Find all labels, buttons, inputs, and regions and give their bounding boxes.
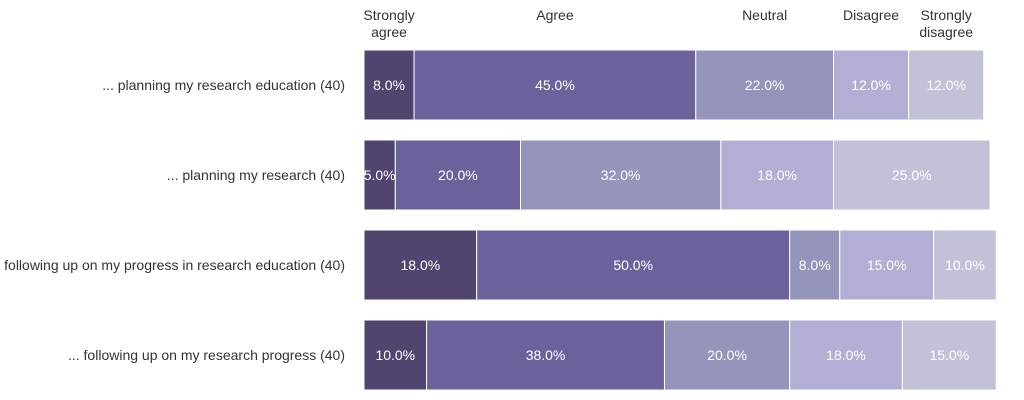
category-label: following up on my progress in research … <box>4 257 345 273</box>
data-label: 15.0% <box>867 257 907 273</box>
data-label: 15.0% <box>929 347 969 363</box>
bars: 8.0% 45.0% 22.0% 12.0% 12.0% 5.0% 20.0% 32.0% 18… <box>363 49 997 391</box>
legend: Strongly agree Agree Neutral Disagree Strongl… <box>363 7 973 40</box>
bar-segment-agree <box>476 229 791 301</box>
bar-segment-neutral <box>663 319 791 391</box>
bar-segment-agree <box>413 49 697 121</box>
bar-segment-agree <box>426 319 665 391</box>
data-label: 20.0% <box>438 167 478 183</box>
bar-segment-strongly-disagree <box>933 229 997 301</box>
data-label: 10.0% <box>375 347 415 363</box>
legend-item-strongly-disagree: Strongly disagree <box>919 7 973 40</box>
legend-item-disagree: Disagree <box>843 7 899 23</box>
bar-segment-disagree <box>789 319 903 391</box>
bar-segment-strongly-agree <box>363 139 396 211</box>
data-label: 25.0% <box>892 167 932 183</box>
data-label: 32.0% <box>601 167 641 183</box>
bar-segment-strongly-agree <box>363 49 415 121</box>
bar-segment-strongly-disagree <box>908 49 985 121</box>
category-labels: ... planning my research education (40).… <box>4 77 345 363</box>
bar-segment-disagree <box>720 139 835 211</box>
data-label: 12.0% <box>926 77 966 93</box>
category-label: ... planning my research education (40) <box>102 77 345 93</box>
data-label: 18.0% <box>400 257 440 273</box>
data-label: 5.0% <box>364 167 396 183</box>
legend-item-agree: Agree <box>536 7 574 23</box>
data-label: 38.0% <box>526 347 566 363</box>
bar-segment-strongly-disagree <box>833 139 991 211</box>
legend-item-strongly-agree: Strongly agree <box>363 7 414 40</box>
legend-item-neutral: Neutral <box>742 7 787 23</box>
data-label: 10.0% <box>945 257 985 273</box>
data-label: 18.0% <box>757 167 797 183</box>
data-label: 8.0% <box>799 257 831 273</box>
data-label: 20.0% <box>707 347 747 363</box>
data-label: 50.0% <box>613 257 653 273</box>
bar-segment-strongly-disagree <box>901 319 997 391</box>
bar-segment-agree <box>394 139 521 211</box>
data-label: 8.0% <box>373 77 405 93</box>
category-label: ... planning my research (40) <box>167 167 345 183</box>
bar-segment-neutral <box>789 229 841 301</box>
bar-segment-disagree <box>839 229 935 301</box>
data-label: 18.0% <box>826 347 866 363</box>
data-label: 12.0% <box>851 77 891 93</box>
bar-segment-strongly-agree <box>363 319 428 391</box>
data-label: 22.0% <box>745 77 785 93</box>
bar-segment-neutral <box>520 139 722 211</box>
category-label: ... following up on my research progress… <box>68 347 345 363</box>
data-label: 45.0% <box>535 77 575 93</box>
bar-segment-disagree <box>833 49 910 121</box>
bar-segment-neutral <box>695 49 835 121</box>
